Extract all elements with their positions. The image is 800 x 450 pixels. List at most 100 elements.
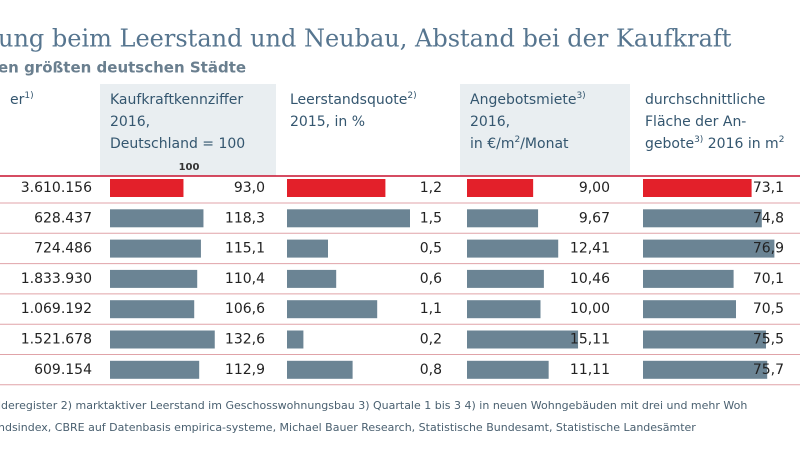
bar [643, 239, 775, 258]
header-text: er [10, 92, 25, 108]
value-label: 15,11 [570, 332, 610, 348]
population: 1.069.192 [21, 301, 92, 317]
value-label: 93,0 [234, 180, 265, 196]
column-header: Kaufkraftkennziffer [110, 92, 243, 108]
bar [110, 330, 215, 349]
population: 1.521.678 [21, 332, 92, 348]
bar [643, 360, 768, 379]
column-header: 2016, [470, 114, 510, 130]
bar [643, 179, 752, 197]
header-background [280, 84, 456, 176]
bar [467, 330, 579, 349]
bar [287, 179, 386, 197]
bar [643, 330, 766, 349]
bar [110, 239, 201, 258]
header-text: Fläche der An- [645, 114, 746, 130]
population: 3.610.156 [21, 180, 92, 196]
value-label: 1,1 [420, 301, 442, 317]
bar [643, 269, 734, 288]
header-note: 1) [24, 91, 33, 101]
bar [467, 239, 559, 258]
header-note: 2) [407, 91, 416, 101]
value-label: 10,00 [570, 301, 610, 317]
header-note: 3) [576, 91, 585, 101]
header-text: durchschnittliche [645, 92, 765, 108]
header-text: Angebotsmiete [470, 92, 576, 108]
value-label: 0,2 [420, 332, 442, 348]
bar [287, 330, 304, 349]
value-label: 12,41 [570, 241, 610, 257]
value-label: 74,8 [753, 210, 784, 226]
column-header: Angebotsmiete3)​ [470, 91, 586, 109]
header-text: Kaufkraftkennziffer [110, 92, 243, 108]
bar [643, 300, 736, 319]
column-header: Leerstandsquote2)​ [290, 91, 417, 109]
value-label: 9,67 [579, 210, 610, 226]
bar [287, 209, 410, 228]
bar [467, 209, 539, 228]
title: ung beim Leerstand und Neubau, Abstand b… [0, 25, 732, 53]
value-label: 10,46 [570, 271, 610, 287]
value-label: 112,9 [225, 362, 265, 378]
value-label: 0,6 [420, 271, 442, 287]
bar [467, 269, 544, 288]
bar [287, 300, 378, 319]
value-label: 75,5 [753, 332, 784, 348]
header-background [0, 84, 96, 176]
value-label: 70,5 [753, 301, 784, 317]
value-label: 118,3 [225, 210, 265, 226]
value-label: 132,6 [225, 332, 265, 348]
bar [467, 179, 534, 197]
bar [110, 300, 195, 319]
header-background [635, 84, 800, 176]
header-text: 2015, in % [290, 114, 365, 130]
value-label: 11,11 [570, 362, 610, 378]
population: 609.154 [34, 362, 92, 378]
value-label: 1,5 [420, 210, 442, 226]
bar [110, 209, 204, 228]
column-header: 2016, [110, 114, 150, 130]
value-label: 106,6 [225, 301, 265, 317]
column-header: er1)​ [10, 91, 34, 109]
bar [287, 269, 337, 288]
bar [110, 360, 200, 379]
header-note: 2 [514, 135, 520, 145]
subtitle: en größten deutschen Städte [0, 59, 246, 77]
bar [467, 360, 549, 379]
value-label: 115,1 [225, 241, 265, 257]
header-note: 2 [779, 135, 785, 145]
footnote: lderegister 2) marktaktiver Leerstand im… [0, 399, 747, 412]
population: 724.486 [34, 241, 92, 257]
header-text: Deutschland = 100 [110, 136, 245, 152]
value-label: 9,00 [579, 180, 610, 196]
header-background [100, 84, 276, 176]
header-text: 2016, [470, 114, 510, 130]
header-text: in €/m [470, 136, 514, 152]
column-header: 2015, in % [290, 114, 365, 130]
header-background [460, 84, 630, 176]
bar [287, 239, 328, 258]
column-header: Deutschland = 100 [110, 136, 245, 152]
header-note: 3) [694, 135, 703, 145]
bar [287, 360, 353, 379]
bar [110, 269, 198, 288]
header-text: Leerstandsquote [290, 92, 407, 108]
header-text: 2016, [110, 114, 150, 130]
value-label: 0,5 [420, 241, 442, 257]
column-header: Fläche der An- [645, 114, 746, 130]
header-text: gebote [645, 136, 694, 152]
column-header: durchschnittliche [645, 92, 765, 108]
value-label: 110,4 [225, 271, 265, 287]
bar [110, 179, 184, 197]
value-label: 0,8 [420, 362, 442, 378]
footnote: ndsindex, CBRE auf Datenbasis empirica-s… [0, 421, 696, 434]
value-label: 1,2 [420, 180, 442, 196]
header-text: /Monat [520, 136, 569, 152]
header-text: 2016 in m [703, 136, 778, 152]
value-label: 73,1 [753, 180, 784, 196]
population: 1.833.930 [21, 271, 92, 287]
value-label: 70,1 [753, 271, 784, 287]
value-label: 75,7 [753, 362, 784, 378]
column-header: gebote3)​ 2016 in m2​ [645, 135, 784, 153]
